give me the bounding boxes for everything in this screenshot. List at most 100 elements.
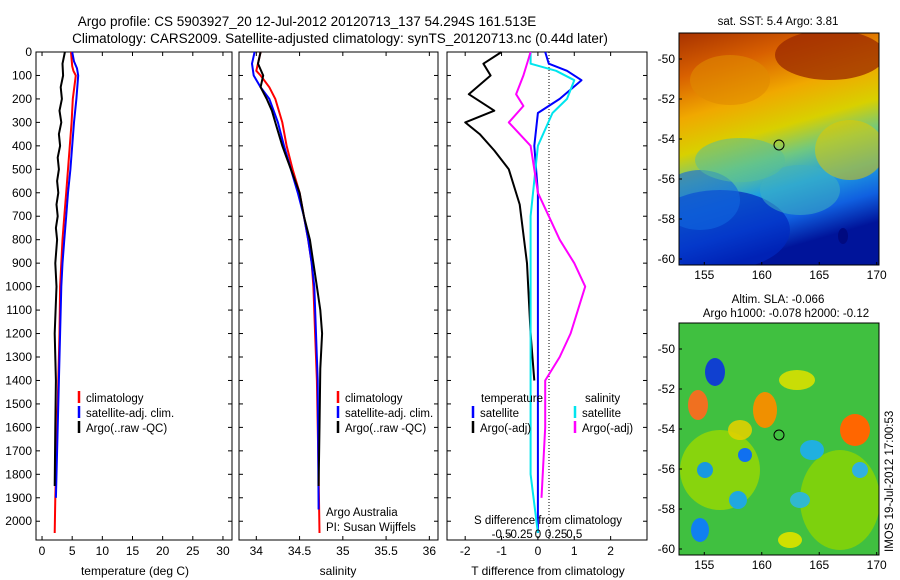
y-tick-label: 200 [12, 92, 32, 106]
legend-argo: Argo(..raw -QC) [86, 423, 167, 435]
annotation-argo-australia: Argo Australia [326, 507, 398, 519]
map-x-tick-label: 165 [809, 268, 829, 282]
x-tick-label: 30 [216, 544, 230, 558]
y-tick-label: 1000 [5, 280, 32, 294]
salinity-panel: 34 34.5 35 35.5 36 salinity climatology sate… [238, 51, 439, 578]
temperature-legend: climatology satellite-adj. clim. Argo(..… [77, 391, 174, 435]
y-tick-label: 1500 [5, 397, 32, 411]
figure-title-line1: Argo profile: CS 5903927_20 12-Jul-2012 … [78, 14, 537, 29]
difference-xlabel: T difference from climatology [471, 564, 625, 578]
top-x-tick-label: -0.5 [492, 529, 512, 541]
difference-legend: temperature salinity satellite Argo(-adj… [471, 393, 633, 435]
y-tick-label: 400 [12, 139, 32, 153]
top-x-tick-label: 0.25 [545, 529, 567, 541]
x-tick-label: 34.5 [288, 544, 312, 558]
legend-s-argo: Argo(-adj) [582, 423, 633, 435]
x-tick-label: 20 [156, 544, 170, 558]
y-tick-label: 700 [12, 209, 32, 223]
series-line-satellite [533, 51, 583, 533]
legend-satellite-adj: satellite-adj. clim. [345, 408, 433, 420]
y-tick-label: 1900 [5, 491, 32, 505]
x-tick-label: 35.5 [374, 544, 398, 558]
y-tick-label: 1100 [6, 303, 32, 317]
map-y-tick-label: -56 [658, 172, 676, 186]
series-line-argo-adj- [507, 51, 587, 498]
legend-group-temperature: temperature [481, 393, 543, 405]
x-tick-label: 0 [39, 544, 46, 558]
salinity-legend: climatology satellite-adj. clim. Argo(..… [336, 391, 433, 435]
x-tick-label: 34 [250, 544, 264, 558]
y-tick-label: 500 [12, 162, 32, 176]
y-tick-label: 100 [12, 68, 32, 82]
temperature-panel: 0100200300400500600700800900100011001200… [5, 45, 233, 578]
y-tick-label: 0 [25, 45, 32, 59]
difference-top-xlabel: S difference from climatology [474, 515, 622, 527]
y-tick-label: 300 [12, 115, 32, 129]
y-tick-label: 1600 [5, 420, 32, 434]
map-y-tick-label: -52 [658, 382, 676, 396]
x-tick-label: 15 [126, 544, 140, 558]
map-y-tick-label: -56 [658, 462, 676, 476]
imos-timestamp: IMOS 19-Jul-2012 17:00:53 [884, 411, 896, 552]
sst-map-title: sat. SST: 5.4 Argo: 3.81 [718, 16, 839, 28]
y-tick-label: 1800 [5, 467, 32, 481]
y-tick-label: 1200 [5, 327, 32, 341]
map-x-tick-label: 155 [694, 268, 714, 282]
y-tick-label: 600 [12, 186, 32, 200]
series-line-satellite-adj-clim- [54, 51, 80, 498]
argo-position-marker [773, 429, 785, 441]
x-tick-label: 5 [69, 544, 76, 558]
x-tick-label: 0 [535, 544, 542, 558]
map-x-tick-label: 160 [752, 268, 772, 282]
map-y-tick-label: -50 [658, 52, 676, 66]
difference-panel: -2 -1 0 1 2 T difference from climatology S … [446, 51, 648, 578]
map-y-tick-label: -52 [658, 92, 676, 106]
x-tick-label: 1 [571, 544, 578, 558]
x-tick-label: 10 [96, 544, 110, 558]
legend-t-satellite: satellite [480, 408, 519, 420]
y-tick-label: 1700 [5, 444, 32, 458]
sst-map: sat. SST: 5.4 Argo: 3.81 155 160 165 170 -50… [658, 16, 887, 282]
y-tick-label: 1300 [5, 350, 32, 364]
legend-t-argo: Argo(-adj) [480, 423, 531, 435]
sla-map-subtitle: Argo h1000: -0.078 h2000: -0.12 [703, 308, 869, 320]
sla-map-title: Altim. SLA: -0.066 [732, 294, 825, 306]
sst-map-image [679, 33, 879, 265]
map-x-tick-label: 155 [694, 558, 714, 572]
y-tick-label: 1400 [5, 373, 32, 387]
map-x-tick-label: 170 [867, 268, 887, 282]
map-x-tick-label: 165 [809, 558, 829, 572]
top-x-tick-label: -0.25 [507, 529, 533, 541]
sla-map-frame [678, 322, 880, 556]
legend-climatology: climatology [86, 393, 144, 405]
x-tick-label: -1 [496, 544, 507, 558]
temperature-xlabel: temperature (deg C) [81, 564, 189, 578]
legend-satellite-adj: satellite-adj. clim. [86, 408, 174, 420]
map-y-tick-label: -58 [658, 502, 676, 516]
sst-map-frame [678, 32, 880, 266]
map-y-tick-label: -54 [658, 422, 676, 436]
annotation-pi: PI: Susan Wijffels [326, 522, 416, 534]
top-x-tick-label: 0 [535, 529, 541, 541]
map-y-tick-label: -50 [658, 342, 676, 356]
series-line-satellite [529, 52, 576, 534]
x-tick-label: 35 [336, 544, 350, 558]
top-x-tick-label: 0.5 [566, 529, 582, 541]
x-tick-label: -2 [460, 544, 471, 558]
sla-map-image [679, 323, 879, 555]
series-line-argo-raw-qc- [53, 51, 66, 487]
map-y-tick-label: -54 [658, 132, 676, 146]
legend-argo: Argo(..raw -QC) [345, 423, 426, 435]
x-tick-label: 25 [186, 544, 200, 558]
argo-position-marker [773, 139, 785, 151]
map-x-tick-label: 170 [867, 558, 887, 572]
y-tick-label: 800 [12, 233, 32, 247]
temperature-axes-box [35, 51, 233, 541]
series-line-argo-raw-qc- [257, 51, 324, 487]
legend-group-salinity: salinity [585, 393, 620, 405]
y-tick-label: 2000 [5, 514, 32, 528]
map-y-tick-label: -60 [658, 252, 676, 266]
map-y-tick-label: -58 [658, 212, 676, 226]
y-tick-label: 900 [12, 256, 32, 270]
